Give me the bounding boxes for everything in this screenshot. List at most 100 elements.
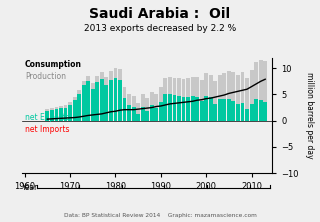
Bar xyxy=(68,105,72,121)
Bar xyxy=(127,105,131,121)
Bar xyxy=(64,108,68,121)
Bar xyxy=(114,78,117,121)
Bar xyxy=(231,72,235,121)
Bar xyxy=(50,108,54,121)
Bar xyxy=(241,72,244,121)
Bar xyxy=(132,96,135,121)
Bar xyxy=(141,94,145,121)
Bar xyxy=(204,73,208,121)
Bar xyxy=(91,83,95,121)
Bar xyxy=(123,87,126,121)
Bar xyxy=(195,97,199,121)
Bar xyxy=(136,103,140,121)
Bar xyxy=(227,99,231,121)
Bar xyxy=(263,102,267,121)
Bar xyxy=(191,77,195,121)
Bar xyxy=(154,94,158,121)
Text: net Exports: net Exports xyxy=(25,113,69,122)
Bar xyxy=(222,73,226,121)
Bar xyxy=(231,101,235,121)
Bar xyxy=(186,97,190,121)
Bar xyxy=(145,111,149,121)
Bar xyxy=(54,107,58,121)
Bar xyxy=(45,111,49,121)
Bar xyxy=(191,96,195,121)
Bar xyxy=(159,102,163,121)
Bar xyxy=(82,85,85,121)
Bar xyxy=(86,81,90,121)
Bar xyxy=(45,109,49,121)
Bar xyxy=(250,70,253,121)
Text: Production: Production xyxy=(25,71,66,81)
Text: Data: BP Statistical Review 2014    Graphic: mazamascience.com: Data: BP Statistical Review 2014 Graphic… xyxy=(64,212,256,218)
Bar xyxy=(168,94,172,121)
Bar xyxy=(200,80,204,121)
Bar xyxy=(150,105,154,121)
Bar xyxy=(68,102,72,121)
Bar xyxy=(50,110,54,121)
Bar xyxy=(245,78,249,121)
Bar xyxy=(73,100,76,121)
Bar xyxy=(213,81,217,121)
Bar xyxy=(109,71,113,121)
Bar xyxy=(159,87,163,121)
Bar xyxy=(259,60,263,121)
Y-axis label: million barrels per day: million barrels per day xyxy=(306,72,315,159)
Bar xyxy=(209,97,213,121)
Bar xyxy=(154,108,158,121)
Bar xyxy=(118,80,122,121)
Text: Year: Year xyxy=(22,183,39,192)
Text: Saudi Arabia :  Oil: Saudi Arabia : Oil xyxy=(89,7,231,21)
Bar xyxy=(104,85,108,121)
Bar xyxy=(64,105,68,121)
Bar xyxy=(254,62,258,121)
Bar xyxy=(59,106,63,121)
Text: 2013 exports decreased by 2.2 %: 2013 exports decreased by 2.2 % xyxy=(84,24,236,34)
Bar xyxy=(123,98,126,121)
Bar xyxy=(181,79,185,121)
Bar xyxy=(209,75,213,121)
Bar xyxy=(236,75,240,121)
Bar xyxy=(172,78,176,121)
Bar xyxy=(150,92,154,121)
Bar xyxy=(177,96,181,121)
Bar xyxy=(141,107,145,121)
Bar xyxy=(218,99,222,121)
Bar xyxy=(95,82,99,121)
Bar xyxy=(254,99,258,121)
Bar xyxy=(204,95,208,121)
Bar xyxy=(100,79,104,121)
Bar xyxy=(241,103,244,121)
Bar xyxy=(54,109,58,121)
Bar xyxy=(100,72,104,121)
Bar xyxy=(259,100,263,121)
Bar xyxy=(127,94,131,121)
Bar xyxy=(91,89,95,121)
Bar xyxy=(77,90,81,121)
Bar xyxy=(222,99,226,121)
Bar xyxy=(95,75,99,121)
Bar xyxy=(118,69,122,121)
Text: net Imports: net Imports xyxy=(25,125,69,134)
Bar xyxy=(109,80,113,121)
Bar xyxy=(104,77,108,121)
Bar xyxy=(181,97,185,121)
Bar xyxy=(200,101,204,121)
Bar xyxy=(82,81,85,121)
Bar xyxy=(195,77,199,121)
Bar xyxy=(227,71,231,121)
Bar xyxy=(250,104,253,121)
Bar xyxy=(168,77,172,121)
Bar xyxy=(218,75,222,121)
Bar xyxy=(145,98,149,121)
Bar xyxy=(164,94,167,121)
Bar xyxy=(114,68,117,121)
Bar xyxy=(236,104,240,121)
Text: Consumption: Consumption xyxy=(25,60,82,69)
Bar xyxy=(263,61,267,121)
Bar xyxy=(186,78,190,121)
Bar xyxy=(172,95,176,121)
Bar xyxy=(136,114,140,121)
Bar xyxy=(77,94,81,121)
Bar xyxy=(164,78,167,121)
